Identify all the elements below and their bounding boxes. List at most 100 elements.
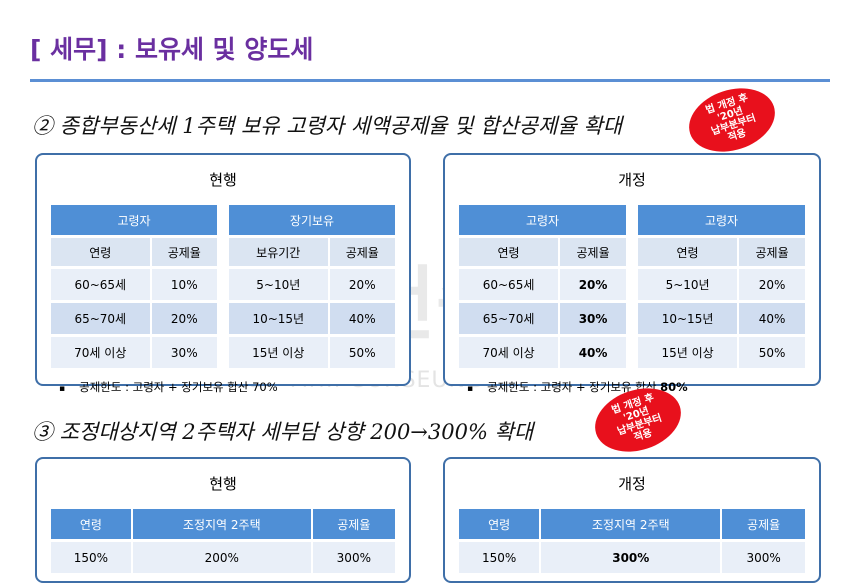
column-label: 공제율 <box>327 238 395 266</box>
cell: 20% <box>327 269 395 300</box>
table: 연령 조정지역 2주택 공제율 150% 300% 300% <box>459 506 805 576</box>
column-label: 공제율 <box>720 509 805 539</box>
cell: 300% <box>720 542 805 573</box>
row: 15년 이상 50% <box>638 337 805 368</box>
column-label: 연령 <box>459 509 540 539</box>
note-limit: 70% <box>252 380 278 394</box>
row: 15년 이상 50% <box>229 337 395 368</box>
cell: 300% <box>310 542 395 573</box>
note-text: 공제한도 : 고령자 + 장기보유 합산 <box>79 380 249 394</box>
cell: 10~15년 <box>229 303 328 334</box>
panel-title: 현행 <box>209 475 237 493</box>
panel: 개정 연령 조정지역 2주택 공제율 150% 300% 300% <box>443 457 821 583</box>
row: 60~65세 20% <box>459 269 626 300</box>
column-label: 연령 <box>51 238 150 266</box>
cell: 50% <box>327 337 395 368</box>
tables: 연령 조정지역 2주택 공제율 150% 300% 300% <box>445 506 819 576</box>
header-row: 장기보유 <box>229 205 395 235</box>
cell: 65~70세 <box>51 303 150 334</box>
column-label: 공제율 <box>310 509 395 539</box>
cell: 10~15년 <box>638 303 738 334</box>
row: 150% 300% 300% <box>459 542 805 573</box>
panel-title: 개정 <box>618 475 646 493</box>
column-label: 연령 <box>51 509 131 539</box>
row: 10~15년 40% <box>638 303 805 334</box>
cell: 150% <box>459 542 540 573</box>
header-row: 고령자 <box>459 205 626 235</box>
note-limit: 80% <box>660 380 688 394</box>
table: 연령 조정지역 2주택 공제율 150% 200% 300% <box>51 506 395 576</box>
tables: 고령자 연령 공제율 60~65세 20% 65~70세 30% 70세 이상 40% 고령자 연령… <box>445 202 819 371</box>
cell: 70세 이상 <box>51 337 150 368</box>
table-header: 고령자 <box>51 205 217 235</box>
row: 150% 200% 300% <box>51 542 395 573</box>
row: 70세 이상 30% <box>51 337 217 368</box>
column-row: 연령 공제율 <box>638 238 805 266</box>
table-header: 고령자 <box>459 205 626 235</box>
table-header: 고령자 <box>638 205 805 235</box>
cell: 20% <box>737 269 805 300</box>
row: 10~15년 40% <box>229 303 395 334</box>
section-title: ③ 조정대상지역 2주택자 세부담 상향 200→300% 확대 <box>32 420 534 444</box>
column-label: 공제율 <box>737 238 805 266</box>
row: 5~10년 20% <box>229 269 395 300</box>
cell: 5~10년 <box>638 269 738 300</box>
cell: 200% <box>130 542 311 573</box>
cell: 40% <box>327 303 395 334</box>
note: 공제한도 : 고령자 + 장기보유 합산 70% <box>59 379 409 395</box>
stamp: 법 개정 후 '20년 납부분부터 적용 <box>680 77 784 163</box>
panel: 현행 고령자 연령 공제율 60~65세 10% 65~70세 20% 70세 이상 30% 장기보… <box>35 153 411 394</box>
panel: 현행 연령 조정지역 2주택 공제율 150% 200% 300% <box>35 457 411 583</box>
header-row: 연령 조정지역 2주택 공제율 <box>51 509 395 539</box>
page-title: [ 세무] : 보유세 및 양도세 <box>30 35 314 64</box>
cell: 150% <box>51 542 131 573</box>
column-label: 공제율 <box>149 238 217 266</box>
cell: 10% <box>149 269 217 300</box>
cell: 50% <box>737 337 805 368</box>
column-label: 보유기간 <box>229 238 328 266</box>
section-title: ② 종합부동산세 1주택 보유 고령자 세액공제율 및 합산공제율 확대 <box>32 114 623 138</box>
cell: 60~65세 <box>51 269 150 300</box>
title-rule <box>30 79 830 82</box>
note-text: 공제한도 : 고령자 + 장기보유 합산 <box>487 380 657 394</box>
cell: 15년 이상 <box>638 337 738 368</box>
row: 65~70세 30% <box>459 303 626 334</box>
column-label: 공제율 <box>558 238 626 266</box>
panel: 개정 고령자 연령 공제율 60~65세 20% 65~70세 30% 70세 이상 40% 고령자… <box>443 153 821 394</box>
column-row: 연령 공제율 <box>459 238 626 266</box>
row: 70세 이상 40% <box>459 337 626 368</box>
column-row: 보유기간 공제율 <box>229 238 395 266</box>
column-row: 연령 공제율 <box>51 238 217 266</box>
row: 60~65세 10% <box>51 269 217 300</box>
cell: 20% <box>149 303 217 334</box>
cell: 20% <box>558 269 626 300</box>
row: 5~10년 20% <box>638 269 805 300</box>
header-row: 고령자 <box>638 205 805 235</box>
cell: 40% <box>737 303 805 334</box>
cell: 15년 이상 <box>229 337 328 368</box>
table-header: 장기보유 <box>229 205 395 235</box>
cell: 60~65세 <box>459 269 559 300</box>
column-label: 조정지역 2주택 <box>539 509 721 539</box>
panel-title: 현행 <box>209 171 237 189</box>
cell: 70세 이상 <box>459 337 559 368</box>
cell: 30% <box>558 303 626 334</box>
tables: 고령자 연령 공제율 60~65세 10% 65~70세 20% 70세 이상 30% 장기보유 보… <box>37 202 409 371</box>
column-label: 연령 <box>638 238 738 266</box>
panel-title: 개정 <box>618 171 646 189</box>
column-label: 조정지역 2주택 <box>130 509 311 539</box>
cell: 5~10년 <box>229 269 328 300</box>
column-label: 연령 <box>459 238 559 266</box>
header-row: 고령자 <box>51 205 217 235</box>
header-row: 연령 조정지역 2주택 공제율 <box>459 509 805 539</box>
row: 65~70세 20% <box>51 303 217 334</box>
cell: 30% <box>149 337 217 368</box>
cell: 40% <box>558 337 626 368</box>
tables: 연령 조정지역 2주택 공제율 150% 200% 300% <box>37 506 409 576</box>
note: 공제한도 : 고령자 + 장기보유 합산 80% <box>467 379 819 395</box>
